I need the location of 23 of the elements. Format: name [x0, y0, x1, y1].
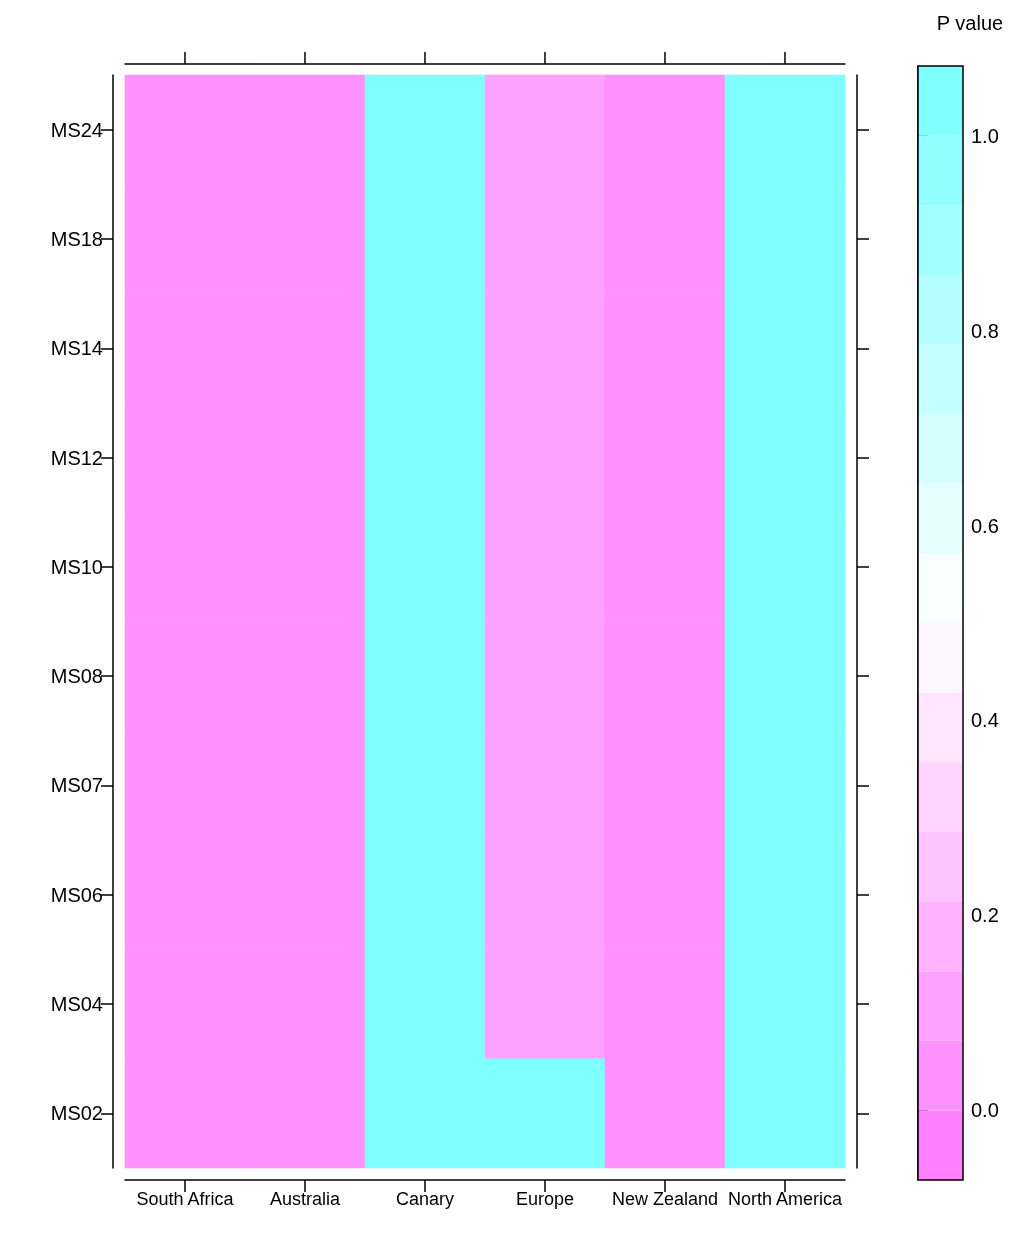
color-bar-label: 1.0: [971, 124, 999, 147]
y-tick-label: MS02: [50, 1102, 103, 1125]
y-tick-label: MS07: [50, 774, 103, 797]
color-bar-label: 0.6: [971, 514, 999, 537]
y-tick-label: MS12: [50, 446, 103, 469]
x-tick-label: North America: [727, 1189, 843, 1209]
y-tick-label: MS10: [50, 555, 103, 578]
y-tick-label: MS24: [50, 118, 103, 141]
y-tick-label: MS18: [50, 227, 103, 250]
y-tick-label: MS06: [50, 883, 103, 906]
color-bar-label: 0.4: [971, 709, 999, 732]
x-tick-label: Europe: [515, 1189, 575, 1209]
x-tick-label: New Zealand: [611, 1189, 719, 1209]
x-tick-label: Australia: [269, 1189, 341, 1209]
color-bar-label: 0.0: [971, 1099, 999, 1122]
x-tick-label: Canary: [395, 1189, 455, 1209]
color-bar-label: 0.8: [971, 319, 999, 342]
y-tick-label: MS04: [50, 993, 103, 1016]
color-bar-label: 0.2: [971, 904, 999, 927]
y-tick-label: MS14: [50, 337, 103, 360]
color-bar-title: P value: [936, 12, 1004, 34]
y-tick-label: MS08: [50, 665, 103, 688]
x-tick-label: South Africa: [136, 1189, 235, 1209]
